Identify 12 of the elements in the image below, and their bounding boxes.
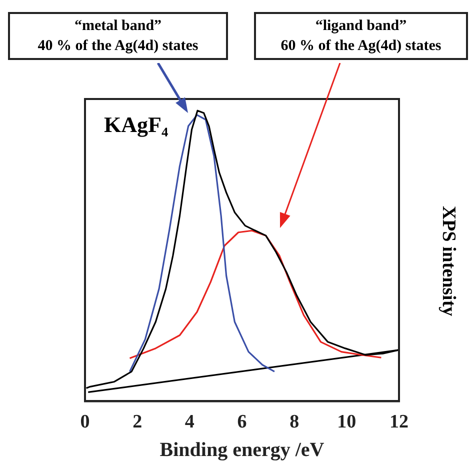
- text: “ligand band” 60 % of the Ag(4d) states: [254, 12, 468, 60]
- text: “metal band” 40 % of the Ag(4d) states: [8, 12, 228, 60]
- x-tick-label: 8: [290, 412, 300, 433]
- y-axis-title: XPS intensity: [437, 204, 459, 318]
- x-tick-label: 0: [80, 412, 90, 433]
- x-tick-label: 2: [132, 412, 142, 433]
- x-tick-label: 4: [184, 412, 195, 433]
- x-tick-label: 10: [337, 412, 356, 433]
- x-tick-label: 6: [237, 412, 247, 433]
- x-tick-label: 12: [390, 412, 408, 433]
- annotation: KAgF₄: [104, 112, 168, 138]
- x-axis-title: Binding energy /eV: [160, 439, 325, 462]
